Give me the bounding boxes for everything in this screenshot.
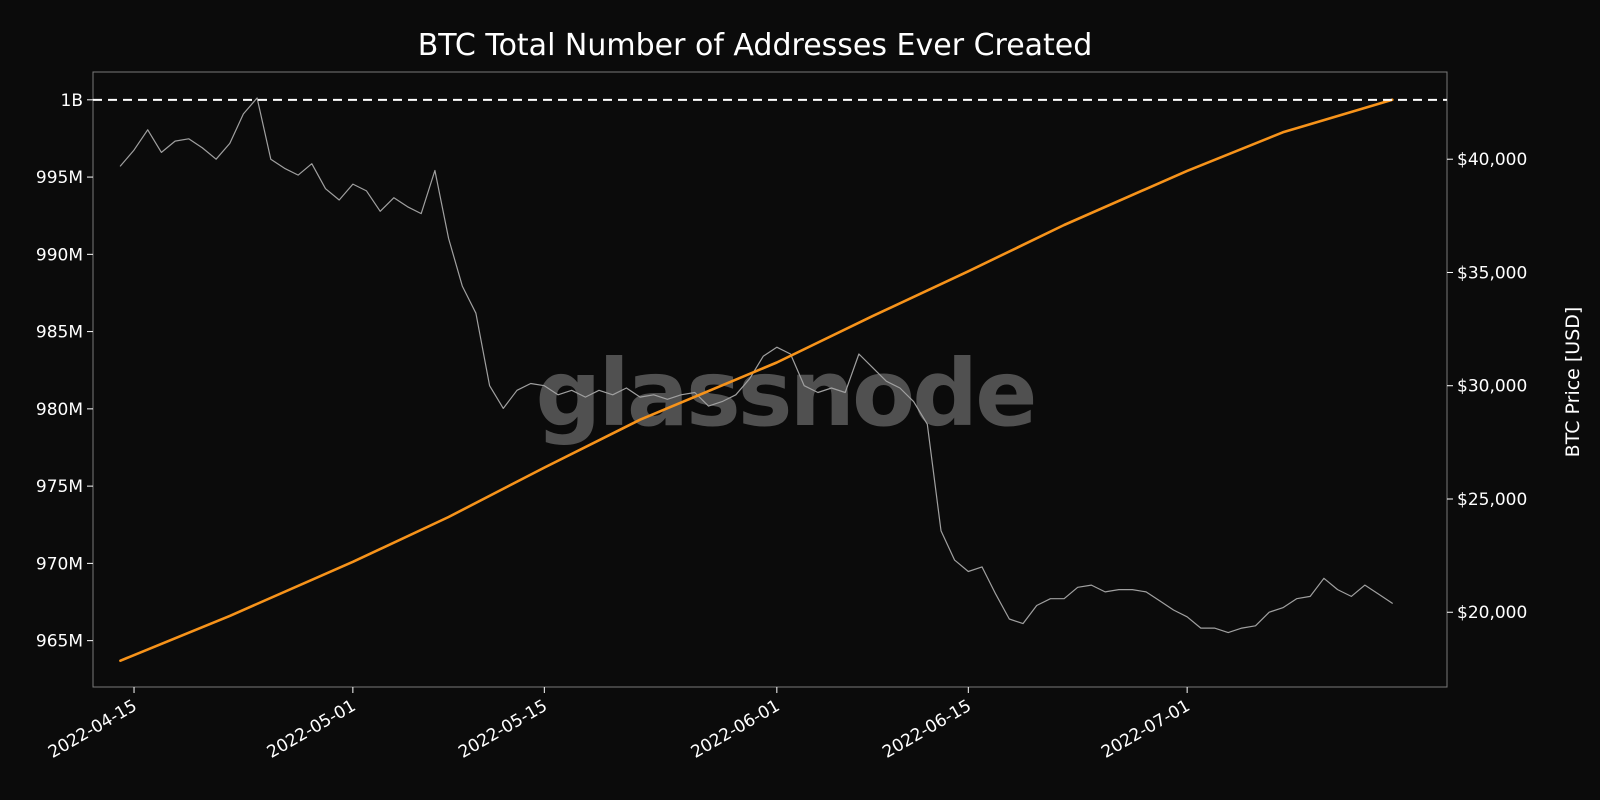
chart-title: BTC Total Number of Addresses Ever Creat… — [418, 28, 1093, 63]
y-left-tick-label: 970M — [36, 554, 83, 574]
y-left-tick-label: 1B — [61, 91, 83, 111]
y-left-tick-label: 995M — [36, 168, 83, 188]
y-left-tick-label: 975M — [36, 477, 83, 497]
plot-area — [92, 71, 1448, 688]
y-right-axis-label: BTC Price [USD] — [1562, 307, 1584, 458]
y-right-tick-label: $25,000 — [1457, 490, 1527, 510]
y-left-tick-label: 990M — [36, 245, 83, 265]
addresses-line — [119, 98, 1394, 663]
y-left-tick-label: 965M — [36, 632, 83, 652]
y-right-tick-label: $30,000 — [1457, 377, 1527, 397]
y-right-tick-label: $35,000 — [1457, 263, 1527, 283]
y-left-tick-label: 980M — [36, 400, 83, 420]
btc-price-line — [119, 97, 1393, 634]
y-left-tick-label: 985M — [36, 323, 83, 343]
y-right-tick-label: $20,000 — [1457, 603, 1527, 623]
y-right-tick-label: $40,000 — [1457, 150, 1527, 170]
series-layer — [119, 97, 1394, 663]
plot-frame — [92, 71, 1448, 688]
